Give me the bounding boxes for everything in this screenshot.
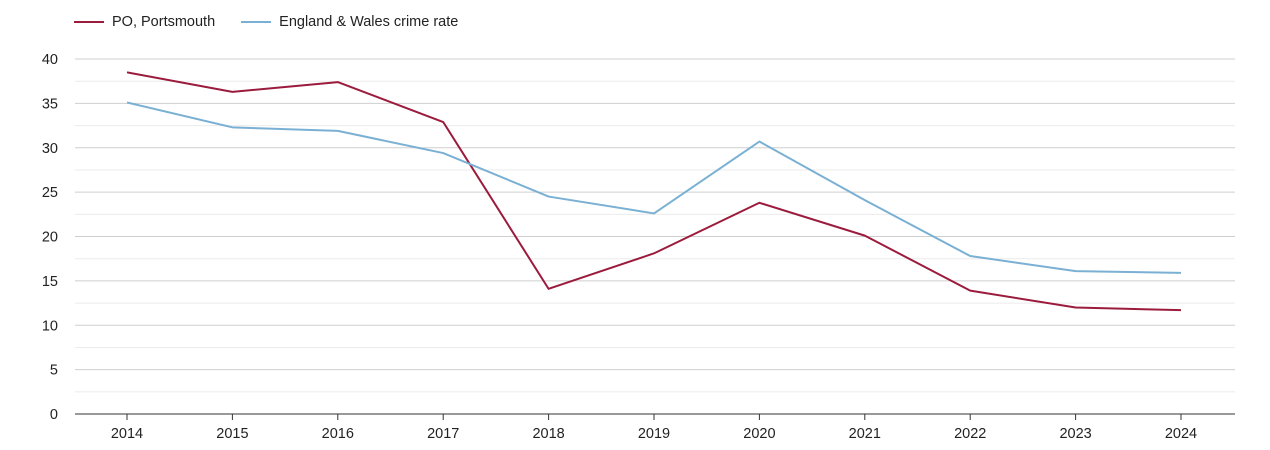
legend-swatch-portsmouth xyxy=(74,21,104,23)
y-tick-label: 10 xyxy=(42,318,58,334)
legend-label-portsmouth: PO, Portsmouth xyxy=(112,14,216,30)
y-tick-label: 15 xyxy=(42,274,58,290)
x-tick-label: 2018 xyxy=(532,426,564,442)
legend-swatch-england-wales xyxy=(241,21,272,23)
y-tick-label: 35 xyxy=(42,96,58,112)
y-tick-label: 20 xyxy=(42,230,58,246)
x-tick-label: 2019 xyxy=(638,426,670,442)
series-line-portsmouth xyxy=(126,71,1182,312)
x-tick-label: 2020 xyxy=(743,426,775,442)
y-tick-label: 30 xyxy=(42,141,58,157)
legend-item-england-wales[interactable]: England & Wales crime rate xyxy=(241,14,458,30)
legend-label-england-wales: England & Wales crime rate xyxy=(279,14,459,30)
x-tick-label: 2016 xyxy=(322,426,354,442)
x-tick-label: 2015 xyxy=(216,426,248,442)
y-tick-label: 25 xyxy=(42,185,58,201)
y-tick-label: 40 xyxy=(42,52,58,68)
x-tick-label: 2017 xyxy=(427,426,459,442)
y-tick-label: 0 xyxy=(50,407,58,423)
x-tick-label: 2021 xyxy=(849,426,881,442)
series-line-england-wales xyxy=(126,101,1182,274)
x-tick-label: 2024 xyxy=(1165,426,1197,442)
x-tick-label: 2022 xyxy=(954,426,986,442)
x-tick-label: 2023 xyxy=(1059,426,1091,442)
legend-item-portsmouth[interactable]: PO, Portsmouth xyxy=(74,14,215,30)
x-tick-label: 2014 xyxy=(111,426,143,442)
y-tick-label: 5 xyxy=(50,363,58,379)
chart-legend: PO, Portsmouth England & Wales crime rat… xyxy=(74,14,458,30)
